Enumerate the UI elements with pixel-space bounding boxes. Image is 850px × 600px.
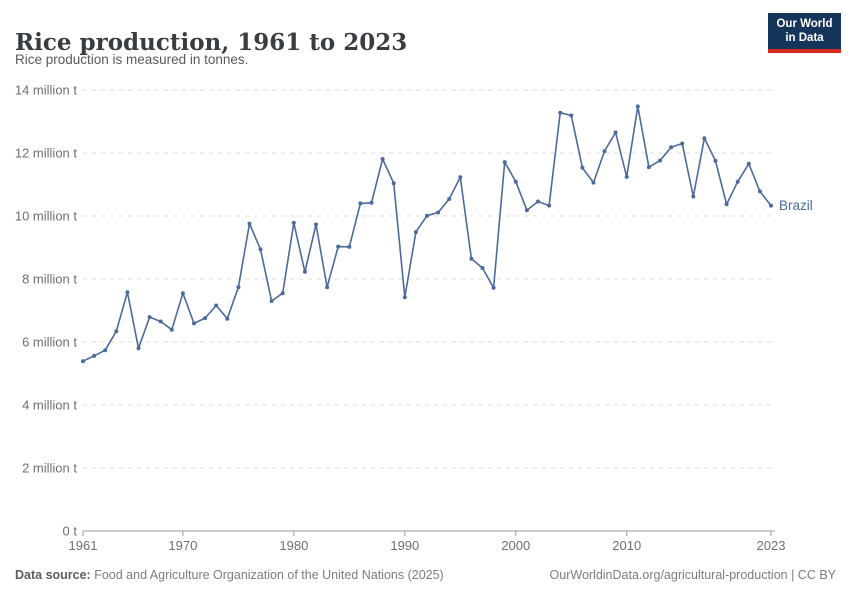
data-point (724, 202, 729, 207)
data-point (436, 210, 441, 215)
data-point (458, 175, 463, 180)
data-point (225, 316, 230, 321)
data-point (691, 194, 696, 199)
y-axis-tick-label: 4 million t (22, 398, 77, 413)
data-point (125, 290, 130, 295)
series-label: Brazil (779, 198, 813, 213)
data-point (580, 165, 585, 170)
data-point (591, 180, 596, 185)
data-point (336, 244, 341, 249)
data-point (214, 303, 219, 308)
data-point (247, 221, 252, 226)
data-point (624, 174, 629, 179)
data-source-value: Food and Agriculture Organization of the… (90, 568, 444, 582)
x-axis-tick-label: 1961 (69, 538, 98, 553)
y-axis-tick-label: 14 million t (15, 83, 78, 98)
x-axis-tick-label: 2010 (612, 538, 641, 553)
data-point (203, 316, 208, 321)
data-point (325, 285, 330, 290)
data-point (192, 321, 196, 326)
data-point (602, 149, 607, 154)
data-point (713, 158, 718, 163)
data-point (569, 113, 574, 118)
data-point (81, 359, 85, 364)
data-point (669, 145, 674, 150)
data-point (646, 165, 651, 170)
data-point (469, 256, 474, 261)
data-source-label: Data source: (15, 568, 91, 582)
data-point (291, 220, 296, 225)
data-point (502, 160, 507, 165)
x-axis-tick-label: 2000 (501, 538, 530, 553)
data-point (413, 230, 418, 235)
data-point (769, 203, 773, 208)
data-point (369, 200, 374, 205)
data-point (536, 199, 540, 204)
data-point (114, 329, 119, 334)
x-axis-tick-label: 1970 (168, 538, 197, 553)
data-point (147, 315, 152, 320)
data-point (480, 266, 485, 270)
data-point (402, 295, 407, 300)
data-point (136, 346, 141, 351)
data-point (391, 181, 396, 186)
owid-attribution-link[interactable]: OurWorldinData.org/agricultural-producti… (549, 568, 836, 582)
data-point (491, 285, 496, 290)
data-point (280, 291, 285, 296)
owid-logo-line1: Our World (776, 17, 833, 30)
y-axis-tick-label: 8 million t (22, 272, 77, 287)
data-point (658, 158, 662, 163)
data-point (236, 285, 241, 290)
owid-logo: Our World in Data (768, 13, 841, 53)
data-point (613, 130, 618, 135)
data-point (447, 197, 452, 201)
data-point (169, 327, 174, 332)
data-point (347, 244, 352, 249)
y-axis-tick-label: 0 t (63, 524, 78, 539)
x-axis-tick-label: 2023 (757, 538, 786, 553)
data-point (746, 161, 751, 166)
data-point (380, 157, 385, 161)
y-axis-tick-label: 6 million t (22, 335, 77, 350)
data-point (92, 353, 97, 358)
data-point (269, 299, 274, 303)
data-point (180, 291, 185, 296)
data-line (82, 105, 772, 363)
y-axis-tick-label: 10 million t (15, 209, 78, 224)
data-point (258, 247, 263, 252)
data-point (735, 179, 740, 184)
y-axis-tick-label: 12 million t (15, 146, 78, 161)
data-point (302, 269, 307, 274)
data-point (358, 201, 363, 206)
data-point (702, 136, 707, 141)
x-axis-tick-label: 1990 (390, 538, 419, 553)
data-point (757, 189, 762, 194)
data-point (425, 213, 429, 218)
data-point (558, 110, 563, 115)
y-axis-tick-label: 2 million t (22, 461, 77, 476)
data-point (635, 104, 640, 109)
page-title: Rice production, 1961 to 2023 (15, 29, 408, 57)
data-point (513, 179, 518, 184)
data-point (103, 348, 108, 353)
data-point (524, 208, 529, 213)
data-point (680, 141, 685, 146)
x-axis-tick-label: 1980 (279, 538, 308, 553)
data-point (158, 319, 163, 324)
data-point (547, 203, 552, 208)
data-point (314, 222, 318, 227)
data-source-text: Data source: Food and Agriculture Organi… (15, 568, 444, 582)
owid-logo-line2: in Data (785, 32, 824, 44)
chart-subtitle: Rice production is measured in tonnes. (15, 52, 249, 67)
